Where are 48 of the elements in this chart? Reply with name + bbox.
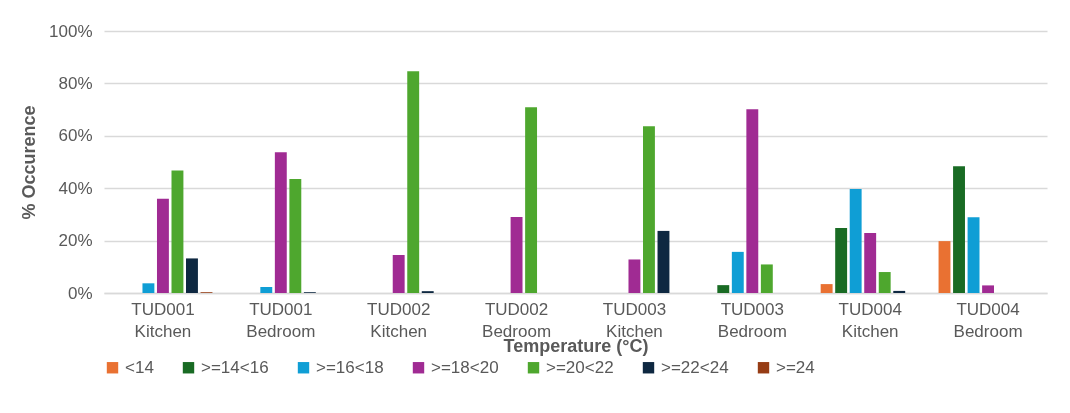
bar xyxy=(289,179,302,293)
bar xyxy=(510,217,523,293)
y-tick-label: 60% xyxy=(58,126,93,146)
legend-label: >=24 xyxy=(776,357,815,377)
y-tick-label: 100% xyxy=(49,21,93,41)
bar xyxy=(186,258,198,293)
bar xyxy=(835,228,848,293)
bar xyxy=(760,264,773,293)
bar xyxy=(982,285,995,293)
bar xyxy=(746,109,759,293)
bar xyxy=(953,166,965,293)
x-tick-label: TUD004 Bedroom xyxy=(953,299,1023,341)
bar xyxy=(938,241,951,293)
bar xyxy=(407,71,420,293)
y-tick-label: 0% xyxy=(67,283,93,303)
bar xyxy=(156,198,169,293)
bar xyxy=(849,188,862,293)
x-tick-label: TUD003 Bedroom xyxy=(717,299,787,341)
legend-label: >=16<18 xyxy=(316,357,384,377)
bar xyxy=(893,290,906,293)
x-tick-label: TUD001 Kitchen xyxy=(131,299,195,341)
bar xyxy=(260,286,273,293)
bar xyxy=(142,283,155,293)
legend-label: >=22<24 xyxy=(661,357,729,377)
bar xyxy=(967,217,980,293)
legend-label: >=18<20 xyxy=(431,357,499,377)
bar xyxy=(878,272,891,293)
bar xyxy=(820,284,833,293)
legend-label: >=20<22 xyxy=(546,357,614,377)
bar xyxy=(717,285,730,293)
bar xyxy=(628,259,641,293)
y-axis-title: % Occurence xyxy=(19,105,40,220)
bar xyxy=(171,170,184,293)
x-tick-label: TUD004 Kitchen xyxy=(838,299,902,341)
bar xyxy=(643,126,655,293)
bar xyxy=(525,107,538,293)
bar xyxy=(657,230,670,293)
legend-label: <14 xyxy=(125,357,154,377)
y-tick-label: 40% xyxy=(58,178,93,198)
x-tick-label: TUD002 Kitchen xyxy=(367,299,431,341)
legend-label: >=14<16 xyxy=(201,357,269,377)
y-tick-label: 80% xyxy=(58,73,93,93)
y-tick-label: 20% xyxy=(58,231,93,251)
bar xyxy=(864,233,877,293)
bar xyxy=(274,152,287,293)
bar xyxy=(731,251,744,293)
bar xyxy=(392,255,405,293)
x-tick-label: TUD001 Bedroom xyxy=(246,299,316,341)
